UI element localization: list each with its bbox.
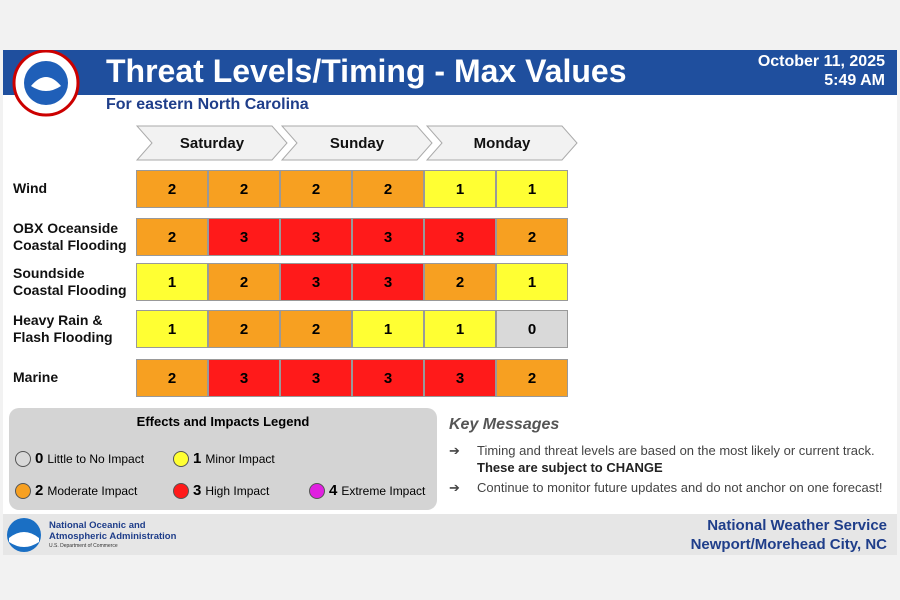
day-label: Sunday [330,135,385,152]
threat-cell: 2 [496,218,568,256]
legend-level: 1 [193,450,202,467]
time: 5:49 AM [824,72,885,89]
bullet-arrow: ➔ [449,480,460,495]
key-message: ➔ Timing and threat levels are based on t… [449,442,889,476]
legend-item: 3 High Impact [173,482,269,499]
key-message-body: Timing and threat levels are based on th… [477,443,875,458]
legend-label: Extreme Impact [341,483,426,498]
threat-cell: 1 [424,170,496,208]
legend-title: Effects and Impacts Legend [136,414,310,429]
row-label: Marine [13,369,58,386]
row-label-line: Coastal Flooding [13,237,127,253]
office-line: Newport/Morehead City, NC [690,536,887,553]
threat-cell: 1 [136,310,208,348]
threat-cell: 3 [208,359,280,397]
threat-cell: 1 [136,263,208,301]
noaa-logo [7,518,41,552]
threat-cell: 2 [352,170,424,208]
nws-logo [12,50,80,117]
legend-item: 4 Extreme Impact [309,482,425,499]
legend-swatch [309,482,325,499]
row-label-line: Soundside [13,265,85,281]
subtitle: For eastern North Carolina [106,96,309,113]
agency-line: National Oceanic and [49,520,146,531]
threat-cell: 3 [280,263,352,301]
legend-label: Moderate Impact [47,483,138,498]
row-label-line: Marine [13,369,59,385]
day-headers: Saturday Sunday Monday [135,125,578,161]
footer: National Oceanic and Atmospheric Adminis… [3,514,897,555]
threat-cell: 2 [208,170,280,208]
bullet-arrow: ➔ [449,443,460,458]
day-arrow [425,125,578,161]
day-label: Monday [474,135,531,152]
row-label-line: Coastal Flooding [13,282,127,298]
legend-swatch [173,482,189,499]
legend-item: 1 Minor Impact [173,450,275,467]
office-line: National Weather Service [707,517,887,534]
threat-cell: 1 [496,170,568,208]
threat-cell: 3 [352,218,424,256]
legend-level: 4 [329,482,338,499]
row-label-line: OBX Oceanside [13,220,119,236]
threat-cell: 3 [208,218,280,256]
department: U.S. Department of Commerce [49,543,118,549]
threat-cell: 3 [280,359,352,397]
day-arrow [280,125,433,161]
row-label: Heavy Rain & Flash Flooding [13,312,113,346]
row-label-line: Flash Flooding [13,329,113,345]
key-message-text: Timing and threat levels are based on th… [477,442,889,476]
key-message-emphasis: These are subject to CHANGE [477,460,663,475]
legend-label: Minor Impact [205,451,275,466]
legend-level: 2 [35,482,44,499]
row-label: Wind [13,180,47,197]
threat-cell: 2 [280,170,352,208]
threat-cell: 1 [352,310,424,348]
key-messages: Key Messages ➔ Timing and threat levels a… [449,416,889,499]
header-bar [3,50,897,95]
threat-cell: 3 [352,359,424,397]
key-messages-title: Key Messages [449,416,560,433]
threat-cell: 2 [208,263,280,301]
title: Threat Levels/Timing - Max Values [106,53,627,89]
threat-cell: 3 [424,359,496,397]
row-label-line: Wind [13,180,48,196]
legend-level: 3 [193,482,202,499]
day-arrow [135,125,288,161]
legend-label: High Impact [205,483,270,498]
legend-swatch [173,450,189,467]
row-label: Soundside Coastal Flooding [13,265,127,299]
row-label: OBX Oceanside Coastal Flooding [13,220,127,254]
threat-cell: 2 [208,310,280,348]
threat-cell: 2 [424,263,496,301]
key-message-text: Continue to monitor future updates and d… [477,479,882,496]
legend-swatch [15,482,31,499]
legend-item: 0 Little to No Impact [15,450,144,467]
threat-cell: 2 [136,218,208,256]
threat-cell: 3 [352,263,424,301]
threat-cell: 2 [280,310,352,348]
threat-cell: 2 [136,170,208,208]
legend: Effects and Impacts Legend 0 Little to No… [9,408,437,510]
threat-cell: 3 [280,218,352,256]
key-message: ➔ Continue to monitor future updates and … [449,479,889,496]
date: October 11, 2025 [757,53,885,70]
day-label: Saturday [180,135,245,152]
row-label-line: Heavy Rain & [13,312,103,328]
threat-cell: 0 [496,310,568,348]
threat-cell: 3 [424,218,496,256]
threat-cell: 2 [136,359,208,397]
legend-swatch [15,450,31,467]
legend-item: 2 Moderate Impact [15,482,137,499]
legend-level: 0 [35,450,44,467]
threat-cell: 2 [496,359,568,397]
threat-cell: 1 [424,310,496,348]
legend-label: Little to No Impact [47,451,145,466]
card: Threat Levels/Timing - Max Values Octobe… [3,50,897,555]
key-message-body: Continue to monitor future updates and d… [477,480,883,495]
threat-cell: 1 [496,263,568,301]
agency-line: Atmospheric Administration [49,531,177,542]
